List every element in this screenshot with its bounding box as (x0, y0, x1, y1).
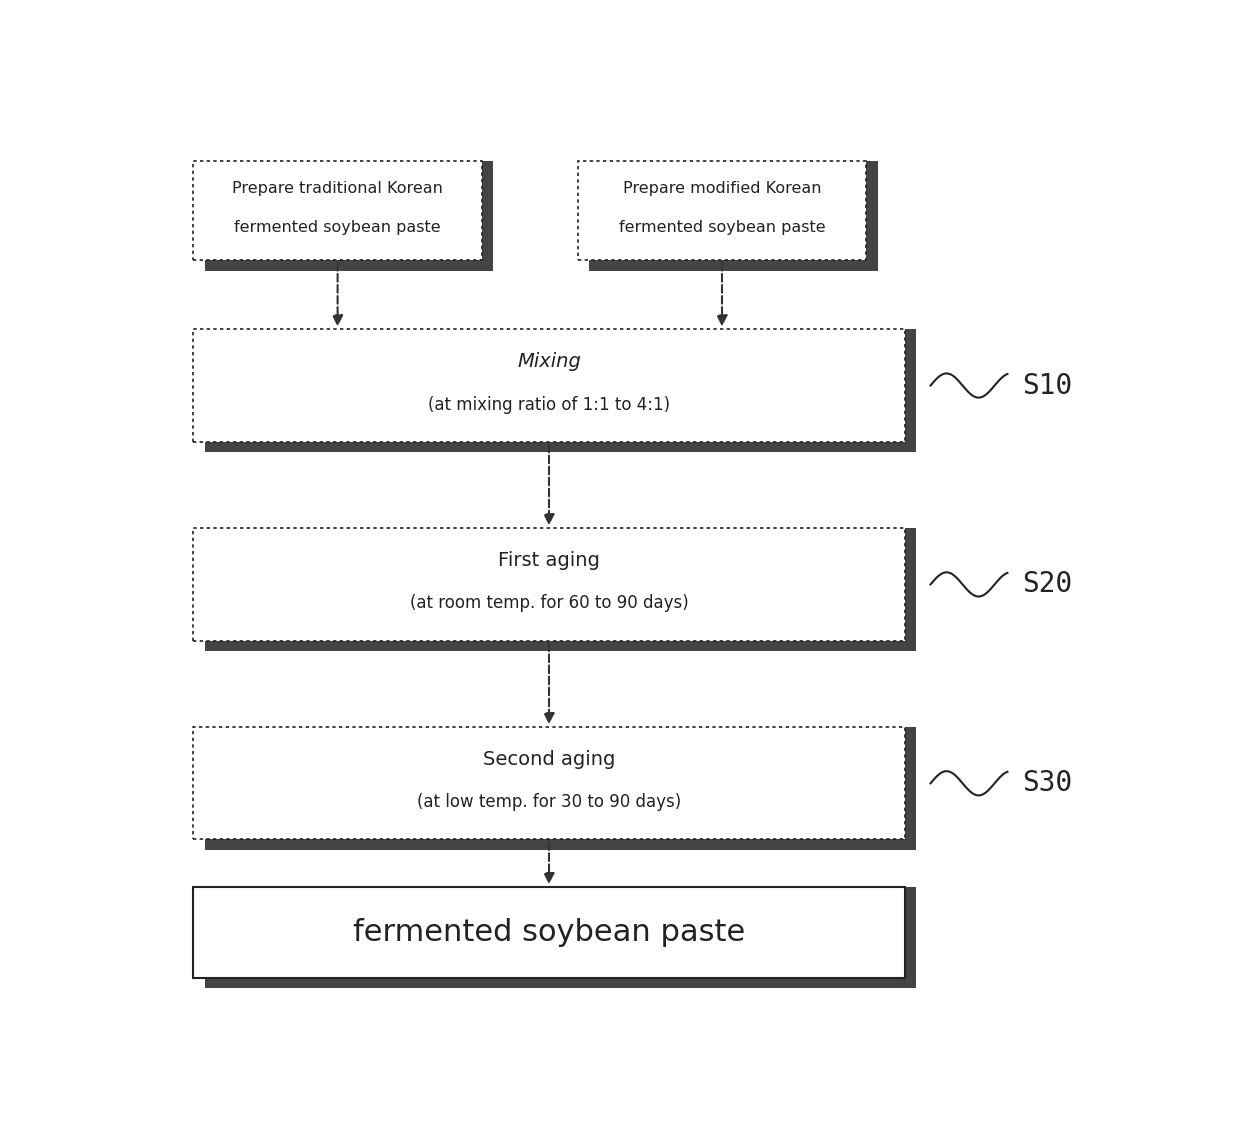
Text: Second aging: Second aging (482, 749, 615, 768)
Text: S30: S30 (1022, 769, 1073, 797)
Bar (193, 528, 904, 640)
Text: First aging: First aging (498, 550, 600, 569)
Text: fermented soybean paste: fermented soybean paste (619, 220, 826, 235)
Text: fermented soybean paste: fermented soybean paste (234, 220, 441, 235)
Bar (578, 161, 866, 261)
Bar (905, 528, 916, 651)
Bar (193, 161, 481, 261)
Text: S10: S10 (1022, 372, 1073, 400)
Bar (905, 887, 916, 988)
Bar (866, 161, 878, 271)
Text: (at room temp. for 60 to 90 days): (at room temp. for 60 to 90 days) (409, 594, 688, 612)
Text: fermented soybean paste: fermented soybean paste (353, 917, 745, 947)
Bar (193, 329, 904, 441)
Text: (at mixing ratio of 1:1 to 4:1): (at mixing ratio of 1:1 to 4:1) (428, 395, 670, 413)
Bar (205, 261, 494, 271)
Bar (205, 840, 916, 850)
Bar (193, 727, 904, 840)
Text: Prepare traditional Korean: Prepare traditional Korean (232, 181, 443, 197)
Bar (905, 329, 916, 453)
Bar (205, 441, 916, 453)
Bar (589, 261, 878, 271)
Text: (at low temp. for 30 to 90 days): (at low temp. for 30 to 90 days) (417, 793, 681, 811)
Bar (481, 161, 494, 271)
Bar (205, 640, 916, 651)
Text: Prepare modified Korean: Prepare modified Korean (622, 181, 821, 197)
Text: S20: S20 (1022, 570, 1073, 599)
Bar (205, 978, 916, 988)
Bar (905, 727, 916, 850)
Bar (193, 887, 904, 978)
Text: Mixing: Mixing (517, 351, 582, 371)
